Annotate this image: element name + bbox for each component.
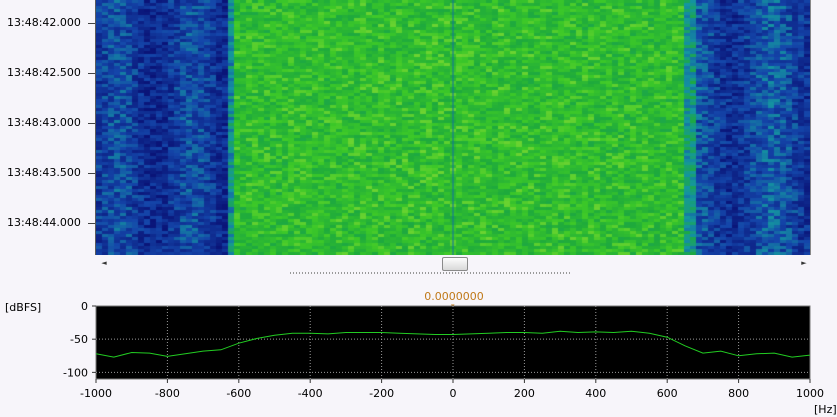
x-tick-label: 800 bbox=[728, 387, 749, 400]
time-label: 13:48:43.500 bbox=[7, 166, 81, 179]
scroll-left-arrow-icon[interactable]: ◄ bbox=[101, 259, 107, 267]
x-tick-label: 200 bbox=[514, 387, 535, 400]
x-axis-unit-label: [Hz] bbox=[814, 403, 837, 416]
frequency-marker-value: 0.0000000 bbox=[424, 290, 484, 303]
scroll-right-arrow-icon[interactable]: ► bbox=[801, 259, 807, 267]
time-tick bbox=[88, 223, 95, 224]
x-tick-label: -1000 bbox=[80, 387, 112, 400]
y-tick-label: 0 bbox=[81, 300, 88, 313]
panel-resize-grip[interactable] bbox=[290, 272, 570, 274]
x-tick-label: -400 bbox=[298, 387, 323, 400]
y-tick-label: -50 bbox=[70, 333, 88, 346]
time-label: 13:48:42.500 bbox=[7, 66, 81, 79]
time-label: 13:48:44.000 bbox=[7, 216, 81, 229]
time-axis-line bbox=[95, 0, 96, 255]
x-tick-label: -800 bbox=[155, 387, 180, 400]
x-tick-label: -600 bbox=[226, 387, 251, 400]
horizontal-scrollbar[interactable]: ◄ ► bbox=[96, 256, 810, 271]
spectrum-series-line bbox=[95, 330, 811, 358]
x-tick-label: 400 bbox=[585, 387, 606, 400]
waterfall-spectrogram[interactable] bbox=[96, 0, 810, 255]
time-tick bbox=[88, 123, 95, 124]
time-tick bbox=[88, 73, 95, 74]
x-tick-label: 600 bbox=[657, 387, 678, 400]
scrollbar-thumb[interactable] bbox=[442, 257, 468, 271]
x-tick-label: 0 bbox=[450, 387, 457, 400]
waterfall-panel: 13:48:42.000 13:48:42.500 13:48:43.000 1… bbox=[7, 0, 811, 255]
time-tick bbox=[88, 23, 95, 24]
y-axis-unit-label: [dBFS] bbox=[5, 301, 42, 314]
x-tick-label: -200 bbox=[369, 387, 394, 400]
time-tick bbox=[88, 173, 95, 174]
time-label: 13:48:43.000 bbox=[7, 116, 81, 129]
time-label: 13:48:42.000 bbox=[7, 16, 81, 29]
y-tick-label: -100 bbox=[63, 366, 88, 379]
x-tick-label: 1000 bbox=[796, 387, 824, 400]
waterfall-border bbox=[810, 0, 811, 255]
